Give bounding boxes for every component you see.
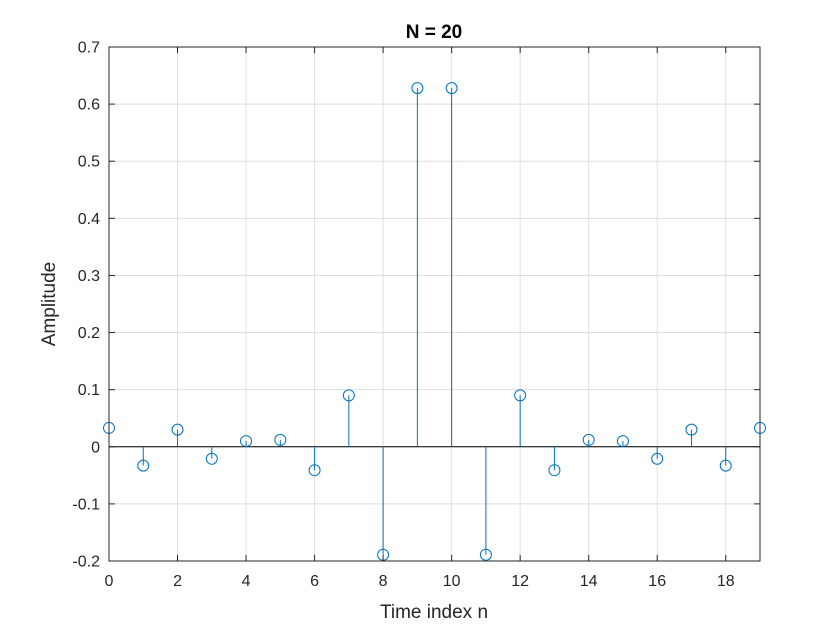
stem-marker <box>137 459 150 472</box>
x-tick-label: 6 <box>310 573 319 590</box>
y-tick-label: 0.6 <box>78 97 100 114</box>
x-axis-title: Time index n <box>380 602 488 623</box>
x-tick-label: 2 <box>173 573 182 590</box>
stem-marker <box>719 459 732 472</box>
stem-marker <box>616 435 629 448</box>
x-tick-label: 10 <box>443 573 461 590</box>
y-tick-label: -0.1 <box>72 496 100 513</box>
x-tick-label: 0 <box>105 573 114 590</box>
chart-title: N = 20 <box>406 22 463 43</box>
stem-marker <box>171 423 184 436</box>
y-tick-label: 0.4 <box>78 211 100 228</box>
y-tick-label: 0.7 <box>78 40 100 57</box>
y-tick-label: 0.1 <box>78 382 100 399</box>
stem-series <box>103 82 766 561</box>
axis-ticks <box>108 46 760 562</box>
y-tick-label: 0.2 <box>78 325 100 342</box>
y-tick-label: -0.2 <box>72 554 100 571</box>
stem-marker <box>274 433 287 446</box>
plot-area <box>109 47 760 561</box>
stem-marker <box>685 423 698 436</box>
stem-marker <box>548 464 561 477</box>
y-tick-label: 0.3 <box>78 268 100 285</box>
stem-marker <box>411 82 424 95</box>
stem-marker <box>445 82 458 95</box>
stem-marker <box>308 464 321 477</box>
stem-marker <box>240 435 253 448</box>
x-tick-label: 12 <box>511 573 529 590</box>
axes-box <box>108 46 761 562</box>
x-tick-label: 14 <box>580 573 598 590</box>
tick-labels: 0 2 4 6 8 10 12 14 16 18 -0.2 -0.1 0 0.1 0.2 0.3 0.4 0.5 0… <box>72 40 734 591</box>
stem-marker <box>205 452 218 465</box>
y-tick-label: 0 <box>91 439 100 456</box>
x-tick-label: 18 <box>717 573 735 590</box>
x-tick-label: 8 <box>379 573 388 590</box>
y-axis-title: Amplitude <box>39 262 60 347</box>
x-tick-label: 4 <box>242 573 251 590</box>
stem-marker <box>514 389 527 402</box>
x-tick-label: 16 <box>648 573 666 590</box>
stem-marker <box>479 548 492 561</box>
stem-marker <box>651 452 664 465</box>
y-tick-label: 0.5 <box>78 154 100 171</box>
stem-marker <box>582 433 595 446</box>
stem-marker <box>342 389 355 402</box>
